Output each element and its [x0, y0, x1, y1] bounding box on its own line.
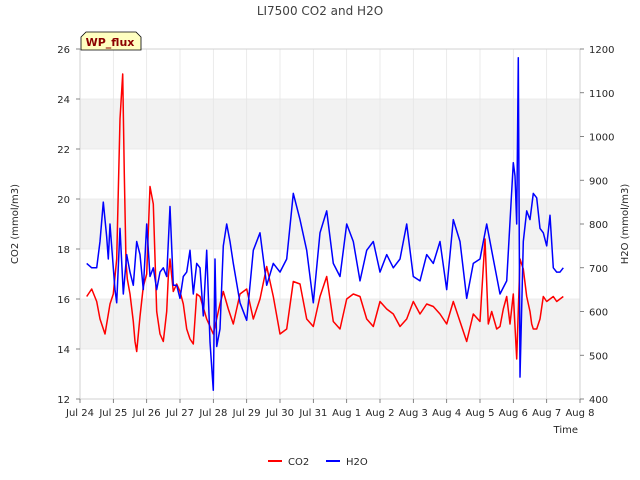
x-tick-label: Aug 2 — [365, 408, 394, 419]
y-axis-left: 12 14 16 18 20 22 24 26 — [57, 45, 80, 406]
y2-tick-label: 1100 — [589, 89, 614, 100]
y-axis-right: 400 500 600 700 800 900 1000 1100 1200 — [580, 45, 614, 406]
gridlines — [79, 48, 581, 400]
y2-tick-label: 700 — [589, 264, 608, 275]
y-tick-label: 24 — [57, 95, 70, 106]
badge-shape — [80, 31, 142, 51]
chart-title: LI7500 CO2 and H2O — [257, 4, 383, 18]
x-tick-label: Jul 30 — [265, 408, 294, 419]
y-tick-label: 18 — [57, 245, 70, 256]
legend-label-h2o: H2O — [346, 457, 368, 468]
band-0 — [80, 299, 580, 349]
x-tick-label: Aug 1 — [332, 408, 361, 419]
badge: WP_flux — [80, 31, 142, 51]
x-axis-title: Time — [553, 425, 578, 436]
x-tick-label: Jul 26 — [132, 408, 161, 419]
badge-label: WP_flux — [86, 36, 135, 49]
band-2 — [80, 99, 580, 149]
x-tick-label: Jul 29 — [232, 408, 261, 419]
legend: CO2 H2O — [268, 457, 368, 468]
x-tick-label: Aug 3 — [399, 408, 428, 419]
series-layer — [86, 57, 564, 392]
y2-tick-label: 900 — [589, 176, 608, 187]
y2-axis-title: H2O (mmol/m3) — [620, 184, 631, 265]
background-bands — [80, 99, 580, 349]
x-tick-label: Aug 6 — [499, 408, 528, 419]
x-tick-label: Aug 5 — [465, 408, 494, 419]
y2-tick-label: 800 — [589, 220, 608, 231]
y-tick-label: 12 — [57, 395, 70, 406]
y2-tick-label: 1200 — [589, 45, 614, 56]
y-tick-label: 26 — [57, 45, 70, 56]
y-tick-label: 16 — [57, 295, 70, 306]
y2-tick-label: 600 — [589, 308, 608, 319]
y2-tick-label: 400 — [589, 395, 608, 406]
y-axis-title: CO2 (mmol/m3) — [10, 184, 21, 264]
x-axis: Jul 24 Jul 25 Jul 26 Jul 27 Jul 28 Jul 29 Jul … — [65, 399, 595, 419]
series-line-co2 — [86, 73, 564, 360]
x-tick-label: Jul 28 — [198, 408, 227, 419]
x-tick-label: Jul 27 — [165, 408, 194, 419]
y-tick-label: 20 — [57, 195, 70, 206]
legend-label-co2: CO2 — [288, 457, 309, 468]
x-tick-label: Jul 25 — [98, 408, 127, 419]
x-tick-label: Aug 7 — [532, 408, 561, 419]
x-tick-label: Jul 24 — [65, 408, 94, 419]
x-tick-label: Aug 4 — [432, 408, 461, 419]
y-tick-label: 14 — [57, 345, 70, 356]
y2-tick-label: 1000 — [589, 133, 614, 144]
y-tick-label: 22 — [57, 145, 70, 156]
y2-tick-label: 500 — [589, 351, 608, 362]
series-line-h2o — [86, 57, 564, 392]
x-tick-label: Jul 31 — [298, 408, 327, 419]
x-tick-label: Aug 8 — [565, 408, 594, 419]
